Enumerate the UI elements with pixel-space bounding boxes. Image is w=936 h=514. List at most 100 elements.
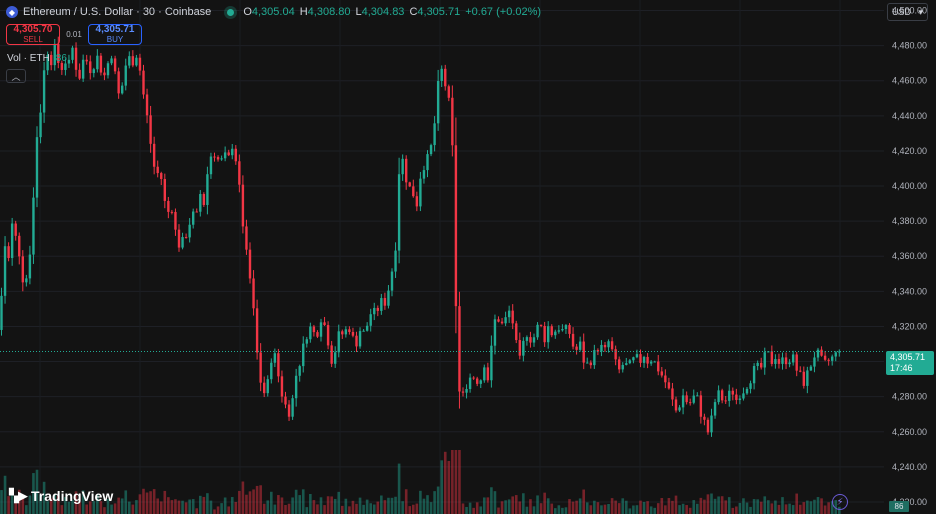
candle-body bbox=[433, 123, 436, 146]
candle-body bbox=[507, 310, 511, 318]
candle-body bbox=[678, 407, 681, 411]
volume-bar bbox=[337, 491, 341, 514]
candle-body bbox=[596, 350, 600, 352]
candle-body bbox=[806, 370, 809, 386]
volume-legend[interactable]: Vol · ETH 86 bbox=[7, 53, 67, 64]
candle-body bbox=[515, 323, 518, 341]
candle-body bbox=[167, 200, 170, 212]
candle-body bbox=[25, 278, 28, 283]
candle-body bbox=[685, 395, 688, 403]
candle-body bbox=[458, 306, 461, 392]
candle-body bbox=[341, 331, 344, 335]
volume-bar bbox=[539, 503, 543, 514]
candle-body bbox=[351, 331, 355, 336]
candle-body bbox=[248, 249, 252, 279]
candle-body bbox=[820, 349, 823, 356]
ohlc-values: O4,305.04 H4,308.80 L4,304.83 C4,305.71 … bbox=[243, 6, 541, 18]
sell-button[interactable]: 4,305.70 SELL bbox=[6, 24, 60, 45]
candle-body bbox=[99, 55, 103, 73]
collapse-legend-button[interactable]: ︿ bbox=[6, 69, 26, 83]
candle-body bbox=[149, 115, 152, 144]
volume-bar bbox=[117, 497, 120, 514]
candle-body bbox=[195, 211, 198, 213]
candle-body bbox=[451, 97, 454, 146]
candle-body bbox=[263, 382, 266, 394]
volume-bar bbox=[479, 506, 483, 514]
candle-body bbox=[649, 361, 653, 364]
candle-body bbox=[653, 361, 656, 363]
candle-body bbox=[365, 325, 369, 331]
candle-body bbox=[160, 173, 163, 179]
volume-bar bbox=[550, 503, 554, 514]
volume-bar bbox=[642, 502, 646, 514]
chevron-up-icon: ︿ bbox=[11, 71, 21, 82]
candle-body bbox=[536, 324, 539, 338]
candle-body bbox=[238, 161, 241, 185]
volume-bar bbox=[330, 496, 333, 514]
price-tick-label: 4,340.00 bbox=[892, 286, 927, 296]
candle-body bbox=[717, 390, 720, 403]
price-axis[interactable]: 4,220.004,240.004,260.004,280.004,300.00… bbox=[892, 6, 927, 507]
volume-bar bbox=[206, 493, 209, 514]
volume-bar bbox=[788, 503, 791, 514]
volume-bar bbox=[96, 494, 99, 514]
volume-bar bbox=[255, 485, 259, 514]
volume-bar bbox=[671, 500, 674, 514]
candle-body bbox=[646, 356, 649, 364]
candle-body bbox=[177, 229, 181, 248]
volume-bar bbox=[472, 507, 475, 514]
currency-label: USD bbox=[892, 7, 912, 17]
candle-body bbox=[60, 62, 64, 70]
tradingview-mark-icon: ▚▶ bbox=[9, 488, 28, 503]
candle-body bbox=[28, 254, 32, 279]
volume-bar bbox=[724, 500, 727, 514]
candle-body bbox=[121, 85, 124, 94]
lightning-icon[interactable]: ⚡ bbox=[832, 494, 848, 510]
volume-bar bbox=[245, 494, 248, 514]
candle-body bbox=[46, 54, 49, 71]
volume-bar bbox=[39, 495, 42, 514]
volume-bar bbox=[585, 502, 589, 514]
volume-bar bbox=[188, 499, 191, 514]
volume-bar bbox=[493, 491, 497, 514]
currency-selector[interactable]: USD ▾ bbox=[887, 3, 928, 21]
symbol-title[interactable]: Ethereum / U.S. Dollar · 30 · Coinbase bbox=[23, 6, 212, 18]
volume-bar bbox=[614, 500, 617, 514]
candle-body bbox=[745, 388, 749, 394]
candle-body bbox=[209, 156, 213, 175]
volume-bar bbox=[341, 505, 344, 514]
volume-bar bbox=[461, 503, 465, 514]
volume-bar bbox=[397, 463, 401, 514]
volume-bar bbox=[323, 505, 326, 514]
candle-body bbox=[813, 357, 816, 367]
last-price-tag: 4,305.71 17:46 bbox=[886, 351, 934, 375]
volume-bar bbox=[798, 504, 802, 514]
volume-bar bbox=[209, 500, 213, 514]
volume-bar bbox=[628, 508, 632, 514]
candle-body bbox=[142, 70, 145, 95]
last-price-value: 4,305.71 bbox=[890, 352, 926, 362]
volume-bar bbox=[17, 489, 21, 514]
volume-bar bbox=[28, 495, 32, 514]
candle-body bbox=[85, 59, 88, 62]
candle-body bbox=[252, 278, 255, 309]
candle-body bbox=[713, 402, 717, 416]
candle-body bbox=[337, 331, 340, 353]
candle-body bbox=[35, 137, 39, 198]
volume-bar bbox=[394, 496, 397, 514]
buy-button[interactable]: 4,305.71 BUY bbox=[88, 24, 142, 45]
candle-body bbox=[436, 80, 440, 124]
price-tick-label: 4,440.00 bbox=[892, 111, 927, 121]
candle-body bbox=[586, 362, 589, 364]
candle-body bbox=[128, 56, 131, 66]
volume-bar bbox=[720, 496, 724, 514]
volume-bar bbox=[67, 501, 71, 514]
volume-bar bbox=[415, 503, 419, 514]
candle-body bbox=[266, 379, 269, 394]
volume-bar bbox=[422, 498, 426, 514]
tradingview-logo[interactable]: ▚▶ TradingView bbox=[9, 488, 113, 504]
volume-bar bbox=[64, 496, 67, 514]
candle-body bbox=[277, 353, 280, 377]
volume-bar bbox=[696, 503, 699, 514]
